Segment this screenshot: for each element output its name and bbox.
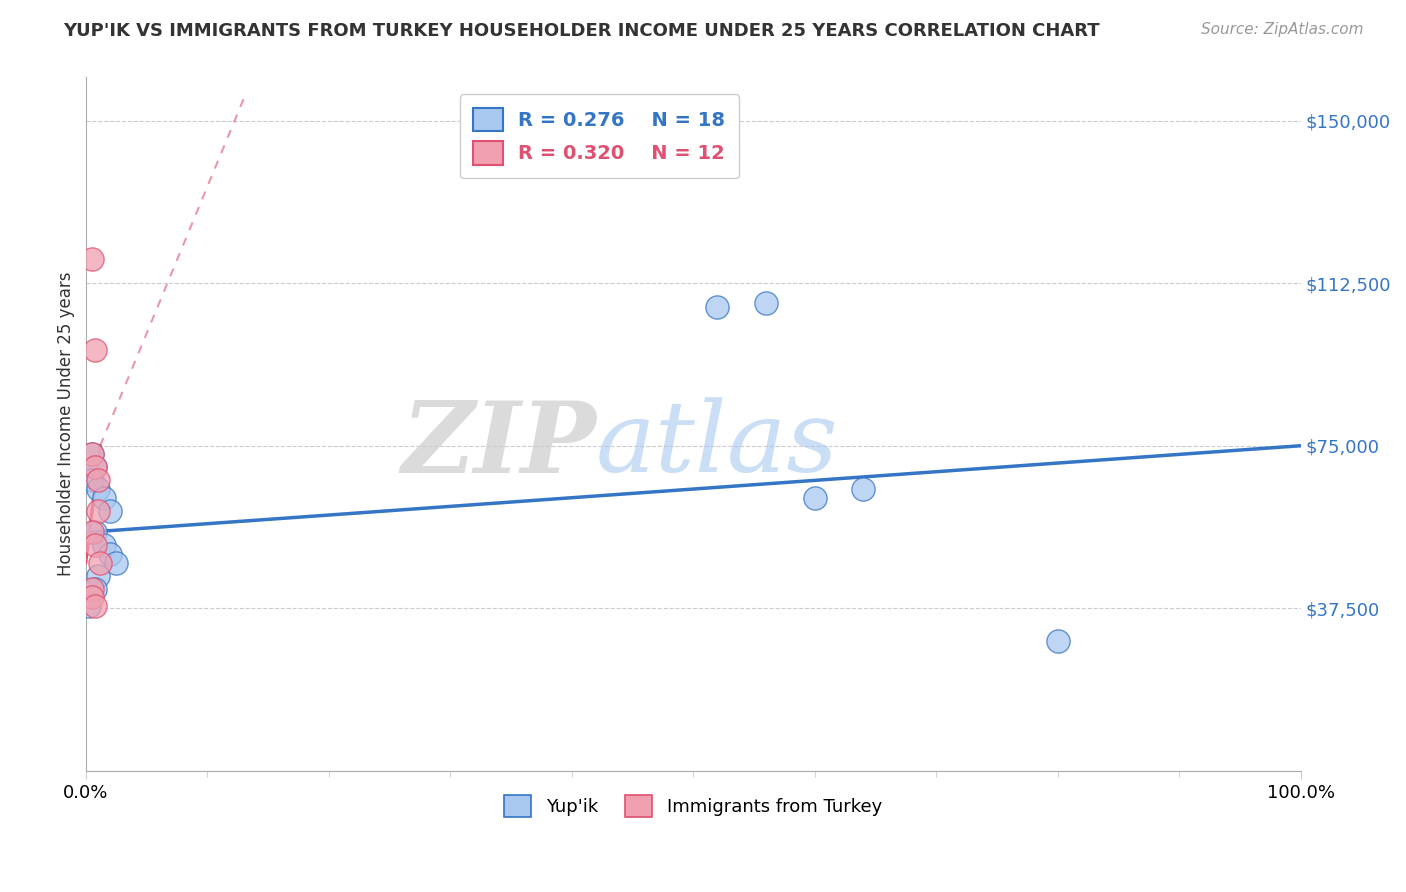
- Point: [84, 538, 107, 552]
- Point: [84, 525, 107, 540]
- Point: [80, 252, 103, 267]
- Point: [80, 525, 103, 540]
- Point: [93, 538, 115, 552]
- Point: [87, 482, 110, 496]
- Point: [89, 556, 111, 570]
- Y-axis label: Householder Income Under 25 years: Householder Income Under 25 years: [58, 272, 75, 576]
- Point: [87, 474, 110, 488]
- Text: ZIP: ZIP: [401, 397, 596, 493]
- Point: [98, 547, 121, 561]
- Point: [803, 491, 825, 505]
- Point: [1046, 633, 1069, 648]
- Legend: Yup'ik, Immigrants from Turkey: Yup'ik, Immigrants from Turkey: [498, 788, 889, 824]
- Text: YUP'IK VS IMMIGRANTS FROM TURKEY HOUSEHOLDER INCOME UNDER 25 YEARS CORRELATION C: YUP'IK VS IMMIGRANTS FROM TURKEY HOUSEHO…: [63, 22, 1099, 40]
- Text: Source: ZipAtlas.com: Source: ZipAtlas.com: [1201, 22, 1364, 37]
- Point: [84, 460, 107, 475]
- Point: [87, 568, 110, 582]
- Point: [104, 556, 127, 570]
- Point: [93, 491, 115, 505]
- Point: [87, 504, 110, 518]
- Text: atlas: atlas: [596, 397, 838, 492]
- Point: [80, 447, 103, 461]
- Point: [84, 582, 107, 596]
- Point: [84, 599, 107, 613]
- Point: [706, 300, 728, 314]
- Point: [77, 599, 100, 613]
- Point: [80, 591, 103, 605]
- Point: [84, 343, 107, 358]
- Point: [98, 504, 121, 518]
- Point: [80, 582, 103, 596]
- Point: [852, 482, 875, 496]
- Point: [80, 474, 103, 488]
- Point: [84, 460, 107, 475]
- Point: [755, 295, 778, 310]
- Point: [80, 447, 103, 461]
